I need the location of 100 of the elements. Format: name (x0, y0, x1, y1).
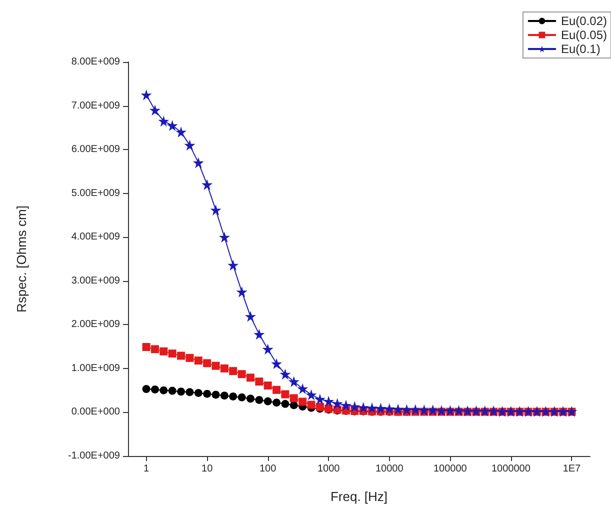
point (186, 354, 194, 362)
point (479, 405, 490, 416)
point (332, 398, 343, 409)
x-tick-label: 1E7 (562, 464, 582, 474)
point (306, 389, 317, 400)
point (418, 404, 430, 416)
point (254, 328, 265, 340)
x-tick-label: 1 (144, 464, 150, 474)
point (160, 386, 168, 394)
point (349, 401, 360, 412)
point (203, 390, 212, 398)
point (290, 394, 298, 402)
point (470, 405, 482, 416)
point (202, 179, 213, 190)
point (238, 370, 246, 378)
point (168, 350, 176, 358)
y-tick-label: 6.00E+009 (71, 144, 120, 156)
point (384, 403, 395, 414)
legend-label: Eu(0.05) (560, 28, 608, 42)
point (192, 157, 204, 168)
point (401, 404, 412, 416)
point (272, 386, 281, 394)
point (281, 390, 290, 398)
y-tick-label: 7.00E+009 (71, 100, 120, 112)
point (246, 374, 254, 382)
point (176, 126, 187, 138)
point (410, 404, 421, 416)
point (323, 396, 334, 407)
point (280, 368, 291, 380)
point (203, 359, 212, 368)
point (238, 393, 246, 402)
x-tick-label: 100 (259, 464, 277, 474)
y-tick-label: 1.00E+009 (71, 362, 120, 374)
point (220, 364, 228, 372)
point (358, 402, 369, 413)
point (290, 401, 298, 410)
point (307, 400, 316, 409)
point (264, 397, 272, 406)
point (340, 400, 352, 411)
point (186, 388, 194, 396)
point (444, 404, 456, 416)
point (142, 342, 150, 351)
point (264, 382, 272, 390)
point (166, 120, 178, 131)
point (271, 358, 282, 370)
point (229, 392, 238, 400)
point (375, 402, 386, 414)
point (220, 392, 228, 400)
point (262, 344, 274, 355)
y-tick-label: 4.00E+009 (71, 232, 120, 243)
point (142, 385, 150, 394)
x-tick-label: 1000000 (491, 464, 531, 474)
legend-label: Eu(0.1) (560, 42, 600, 56)
point (244, 310, 256, 322)
point (427, 404, 438, 416)
point (168, 386, 176, 395)
point (281, 400, 290, 408)
y-tick-label: 2.00E+009 (71, 319, 120, 330)
point (177, 388, 186, 396)
point (140, 89, 152, 100)
y-tick-label: 8.00E+009 (71, 56, 120, 68)
x-tick-label: 10 (202, 464, 214, 474)
point (288, 376, 300, 388)
point (158, 116, 170, 127)
point (272, 398, 281, 407)
point (194, 356, 202, 365)
point (212, 390, 220, 399)
point (212, 362, 220, 370)
y-tick-label: 0.00E+000 (71, 406, 120, 418)
point (229, 367, 238, 376)
point (298, 398, 307, 406)
point (436, 404, 447, 416)
point (255, 378, 264, 386)
point (314, 394, 326, 405)
y-axis-title: Rspec. [Ohms cm] (14, 206, 29, 312)
point (149, 104, 160, 116)
point (160, 347, 168, 356)
point (184, 140, 196, 151)
point (246, 394, 254, 403)
point (488, 405, 500, 416)
x-tick-label: 100000 (433, 464, 468, 474)
point (150, 385, 159, 394)
y-tick-label: -1.00E+009 (68, 450, 120, 462)
point (210, 204, 222, 216)
point (236, 286, 248, 298)
point (194, 388, 202, 397)
point (177, 352, 186, 360)
point (392, 404, 404, 415)
point (255, 396, 264, 404)
point (366, 402, 378, 414)
point (453, 404, 464, 416)
x-axis-title: Freq. [Hz] (330, 489, 388, 504)
x-tick-label: 1000 (317, 464, 340, 474)
point (218, 232, 230, 243)
legend-label: Eu(0.02) (560, 14, 608, 28)
x-tick-label: 10000 (375, 464, 404, 474)
point (150, 345, 159, 354)
y-tick-label: 3.00E+009 (71, 275, 120, 286)
point (297, 383, 308, 394)
y-tick-label: 5.00E+009 (71, 188, 120, 199)
